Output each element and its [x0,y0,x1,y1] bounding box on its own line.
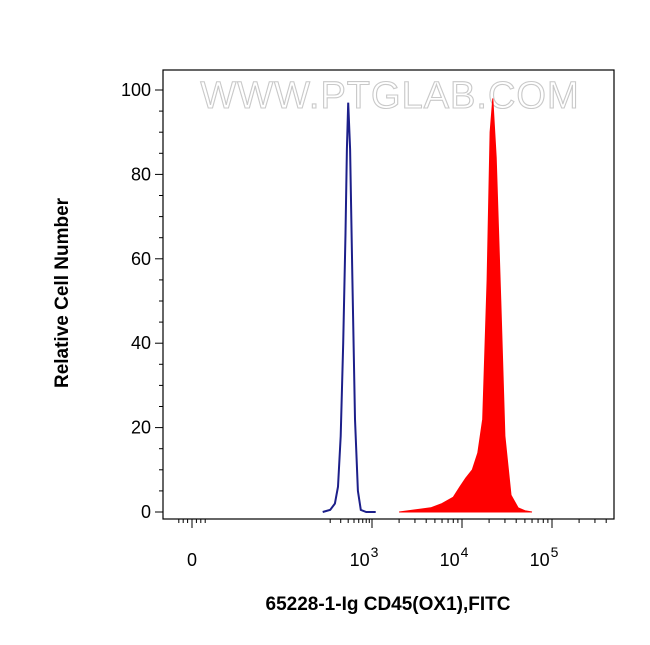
watermark: WWW.PTGLAB.COM [200,75,579,117]
x-tick-label: 104 [440,544,469,570]
y-tick-label: 60 [131,249,151,269]
x-tick-label: 0 [187,550,197,570]
y-tick-label: 80 [131,164,151,184]
y-tick-label: 0 [141,502,151,522]
plot-series [322,98,533,513]
series-filled-histogram [399,98,533,513]
series-outline-histogram [322,102,376,513]
y-axis-title: Relative Cell Number [52,197,73,388]
y-tick-label: 20 [131,418,151,438]
y-tick-label: 100 [121,80,151,100]
plot-frame [162,69,615,520]
x-axis-ticks: 0 103 104 105 [178,519,607,570]
y-axis-ticks: 0 20 40 60 80 100 [121,80,163,522]
x-tick-label: 103 [350,544,379,570]
y-tick-label: 40 [131,333,151,353]
x-tick-label: 105 [530,544,559,570]
x-axis-title: 65228-1-Ig CD45(OX1),FITC [266,594,511,615]
